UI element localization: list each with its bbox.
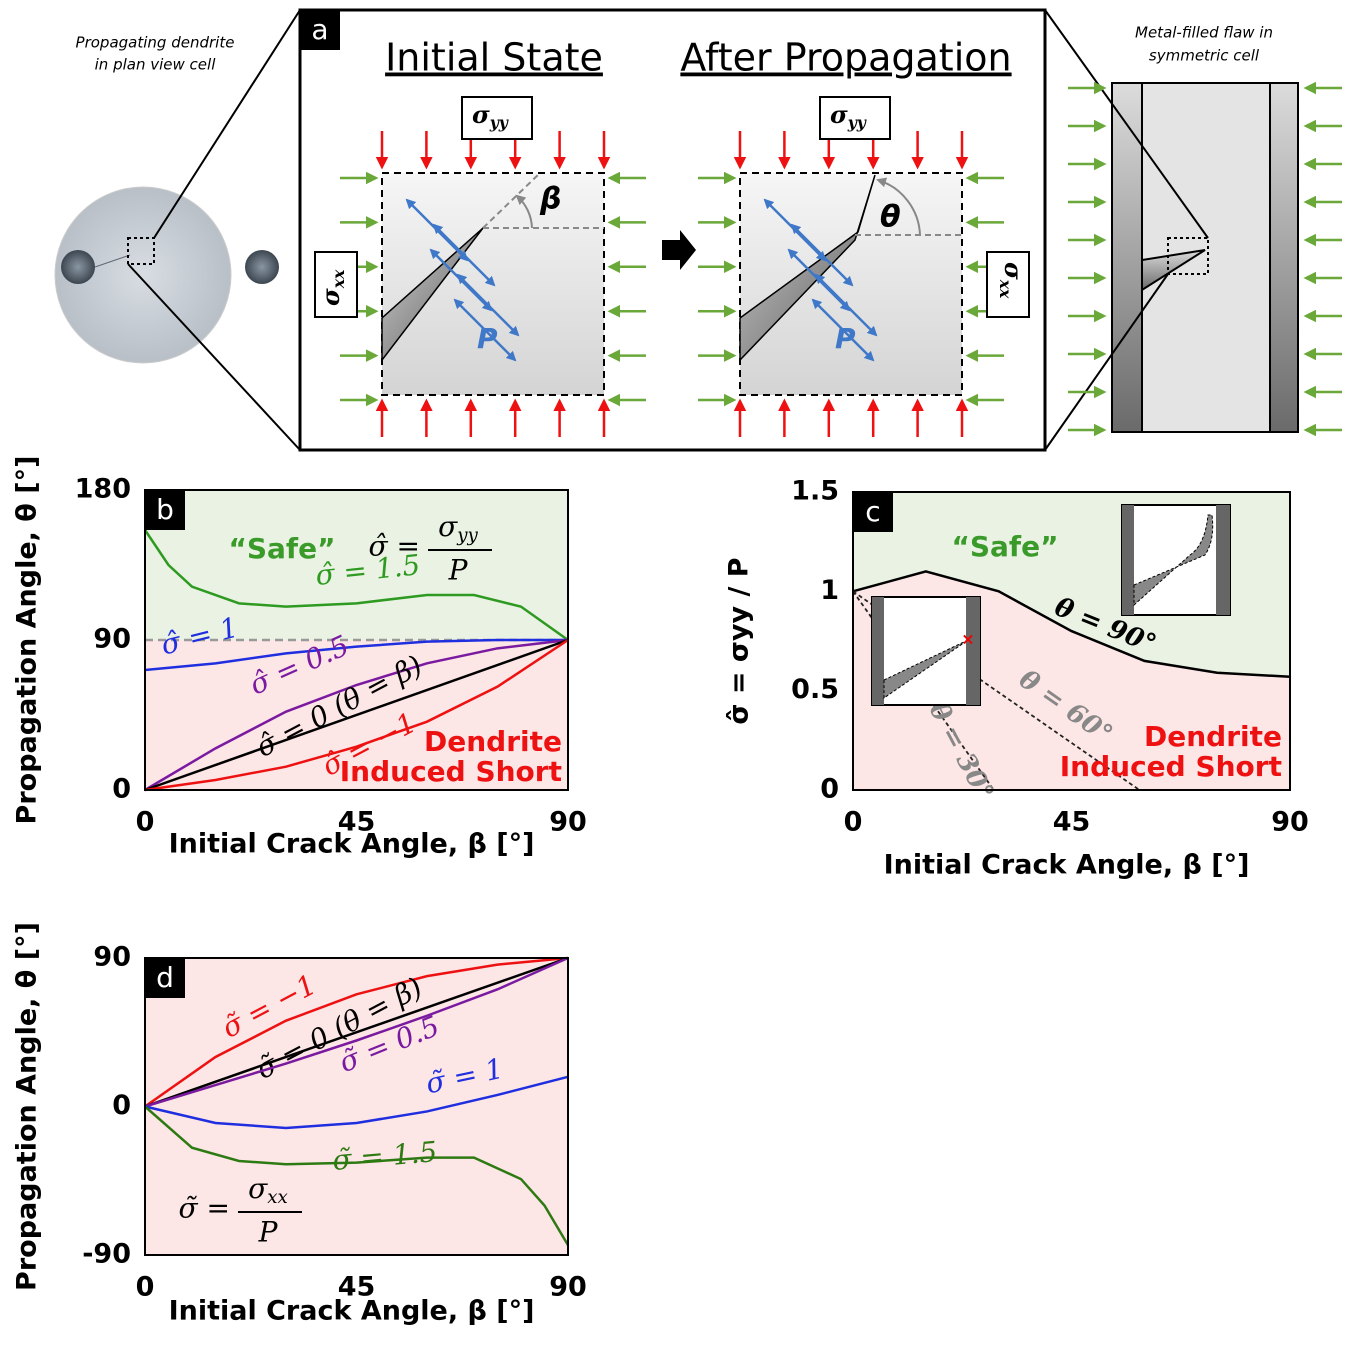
panel-label: a bbox=[311, 13, 328, 46]
short-label: Induced Short bbox=[340, 755, 562, 788]
pressure-label: P bbox=[835, 322, 856, 355]
inset-wall bbox=[872, 597, 884, 705]
y-tick-label: 0 bbox=[820, 774, 839, 805]
inset-wall bbox=[966, 597, 980, 705]
x-tick-label: 0 bbox=[136, 1272, 155, 1303]
x-tick-label: 0 bbox=[844, 807, 863, 838]
subtitle: Initial State bbox=[385, 36, 603, 80]
y-tick-label: 90 bbox=[93, 942, 131, 973]
y-tick-label: 90 bbox=[93, 624, 131, 655]
y-axis-label: Propagation Angle, θ [°] bbox=[12, 922, 43, 1291]
angle-label: β bbox=[539, 182, 561, 217]
x-tick-label: 90 bbox=[549, 807, 587, 838]
safe-label: “Safe” bbox=[228, 532, 335, 565]
symbol: σ bbox=[438, 510, 458, 543]
symbol: σ bbox=[830, 100, 848, 129]
y-tick-label: 180 bbox=[75, 474, 131, 505]
arrow bbox=[662, 230, 696, 270]
y-tick-label: 1 bbox=[820, 575, 839, 606]
caption: Metal-filled flaw in bbox=[1135, 24, 1273, 42]
pressure-label: P bbox=[477, 322, 498, 355]
formula: P bbox=[448, 554, 469, 587]
symbol: σ bbox=[472, 100, 490, 129]
y-tick-label: 1.5 bbox=[791, 476, 839, 507]
marker-x: × bbox=[961, 630, 974, 649]
safe-label: “Safe” bbox=[951, 530, 1058, 563]
figure: a Propagating dendrite in plan view cell… bbox=[0, 0, 1346, 1362]
subscript: xx bbox=[267, 1187, 288, 1208]
x-axis-label: Initial Crack Angle, β [°] bbox=[169, 1296, 535, 1327]
x-tick-label: 45 bbox=[1053, 807, 1091, 838]
short-label: Dendrite bbox=[424, 725, 562, 758]
y-tick-label: -90 bbox=[82, 1239, 131, 1270]
angle-label: θ bbox=[880, 200, 901, 235]
panel-label: c bbox=[865, 495, 880, 528]
short-label: Induced Short bbox=[1060, 750, 1282, 783]
inset-wall bbox=[1216, 505, 1230, 615]
panel-a: a Propagating dendrite in plan view cell… bbox=[55, 10, 1342, 450]
y-axis-label: σ̂ = σyy / P bbox=[724, 557, 755, 724]
subscript: xx bbox=[996, 279, 1015, 299]
short-label: Dendrite bbox=[1144, 720, 1282, 753]
y-tick-label: 0.5 bbox=[791, 674, 839, 705]
caption: in plan view cell bbox=[95, 56, 217, 74]
formula: σ̂ = bbox=[369, 530, 420, 563]
caption: symmetric cell bbox=[1149, 47, 1260, 65]
x-axis-label: Initial Crack Angle, β [°] bbox=[169, 829, 535, 860]
x-tick-label: 90 bbox=[1271, 807, 1309, 838]
formula: P bbox=[258, 1216, 279, 1249]
subscript: yy bbox=[847, 113, 867, 132]
subscript: yy bbox=[489, 113, 509, 132]
x-tick-label: 0 bbox=[136, 807, 155, 838]
panel-label: b bbox=[156, 493, 174, 526]
symbol: σ bbox=[316, 288, 345, 306]
electrode bbox=[245, 250, 279, 284]
y-axis-label: Propagation Angle, θ [°] bbox=[12, 456, 43, 825]
subtitle: After Propagation bbox=[680, 36, 1011, 80]
panel-label: d bbox=[156, 961, 174, 994]
inset-wall bbox=[1122, 505, 1134, 615]
electrode bbox=[61, 250, 95, 284]
symbol: σ bbox=[1000, 262, 1029, 280]
y-tick-label: 0 bbox=[112, 1090, 131, 1121]
formula: σ̃ = bbox=[179, 1192, 230, 1225]
y-tick-label: 0 bbox=[112, 774, 131, 805]
subscript: xx bbox=[329, 269, 348, 289]
subscript: yy bbox=[456, 525, 478, 546]
symbol: σ bbox=[248, 1172, 268, 1205]
caption: Propagating dendrite bbox=[76, 34, 235, 52]
x-axis-label: Initial Crack Angle, β [°] bbox=[884, 850, 1250, 881]
x-tick-label: 90 bbox=[549, 1272, 587, 1303]
